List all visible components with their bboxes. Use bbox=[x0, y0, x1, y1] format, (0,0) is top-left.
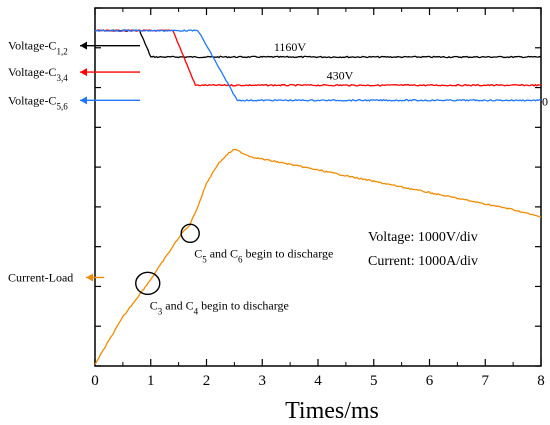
annotation-circle bbox=[180, 223, 200, 244]
x-tick-label: 8 bbox=[537, 373, 545, 389]
series-labels: Voltage-C1,2 Voltage-C3,4 Voltage-C5,6 Curr… bbox=[8, 39, 140, 284]
scale-text: Voltage: 1000V/div Current: 1000A/div bbox=[368, 230, 478, 269]
series-label: Current-Load bbox=[8, 270, 73, 284]
level-labels: 1160V 430V 0 bbox=[274, 40, 548, 108]
x-tick-label: 1 bbox=[147, 373, 155, 389]
annotation-text: C5 and C6 begin to discharge bbox=[194, 246, 333, 264]
series-line bbox=[94, 148, 541, 365]
annotations: C5 and C6 begin to discharge C3 and C4 be… bbox=[135, 223, 333, 316]
x-tick-label: 2 bbox=[203, 373, 211, 389]
series-label: Voltage-C3,4 bbox=[8, 65, 68, 83]
x-tick-label: 4 bbox=[314, 373, 322, 389]
annotation-circle bbox=[135, 271, 161, 296]
arrow-head bbox=[80, 41, 87, 50]
series-label: Voltage-C1,2 bbox=[8, 39, 68, 57]
arrow-head bbox=[86, 273, 93, 282]
x-tick-label: 0 bbox=[91, 373, 99, 389]
series-line bbox=[94, 29, 542, 102]
series-lines bbox=[94, 29, 542, 365]
arrow-head bbox=[80, 68, 87, 77]
scale-text-line: Voltage: 1000V/div bbox=[368, 230, 478, 245]
level-label: 430V bbox=[327, 68, 354, 82]
level-label: 1160V bbox=[274, 40, 307, 54]
x-tick-label: 6 bbox=[426, 373, 434, 389]
x-axis-label: Times/ms bbox=[285, 398, 379, 424]
x-tick-label: 3 bbox=[259, 373, 267, 389]
tick-marks bbox=[94, 7, 542, 367]
x-tick-label: 5 bbox=[370, 373, 378, 389]
x-tick-labels: 0 1 2 3 4 5 6 7 8 bbox=[91, 373, 545, 389]
annotation-text: C3 and C4 begin to discharge bbox=[150, 298, 289, 316]
series-line bbox=[94, 29, 542, 59]
arrow-head bbox=[80, 96, 87, 105]
series-label: Voltage-C5,6 bbox=[8, 93, 68, 111]
x-tick-label: 7 bbox=[482, 373, 490, 389]
level-label: 0 bbox=[542, 94, 548, 108]
series-line bbox=[94, 29, 542, 87]
scale-text-line: Current: 1000A/div bbox=[368, 254, 478, 269]
